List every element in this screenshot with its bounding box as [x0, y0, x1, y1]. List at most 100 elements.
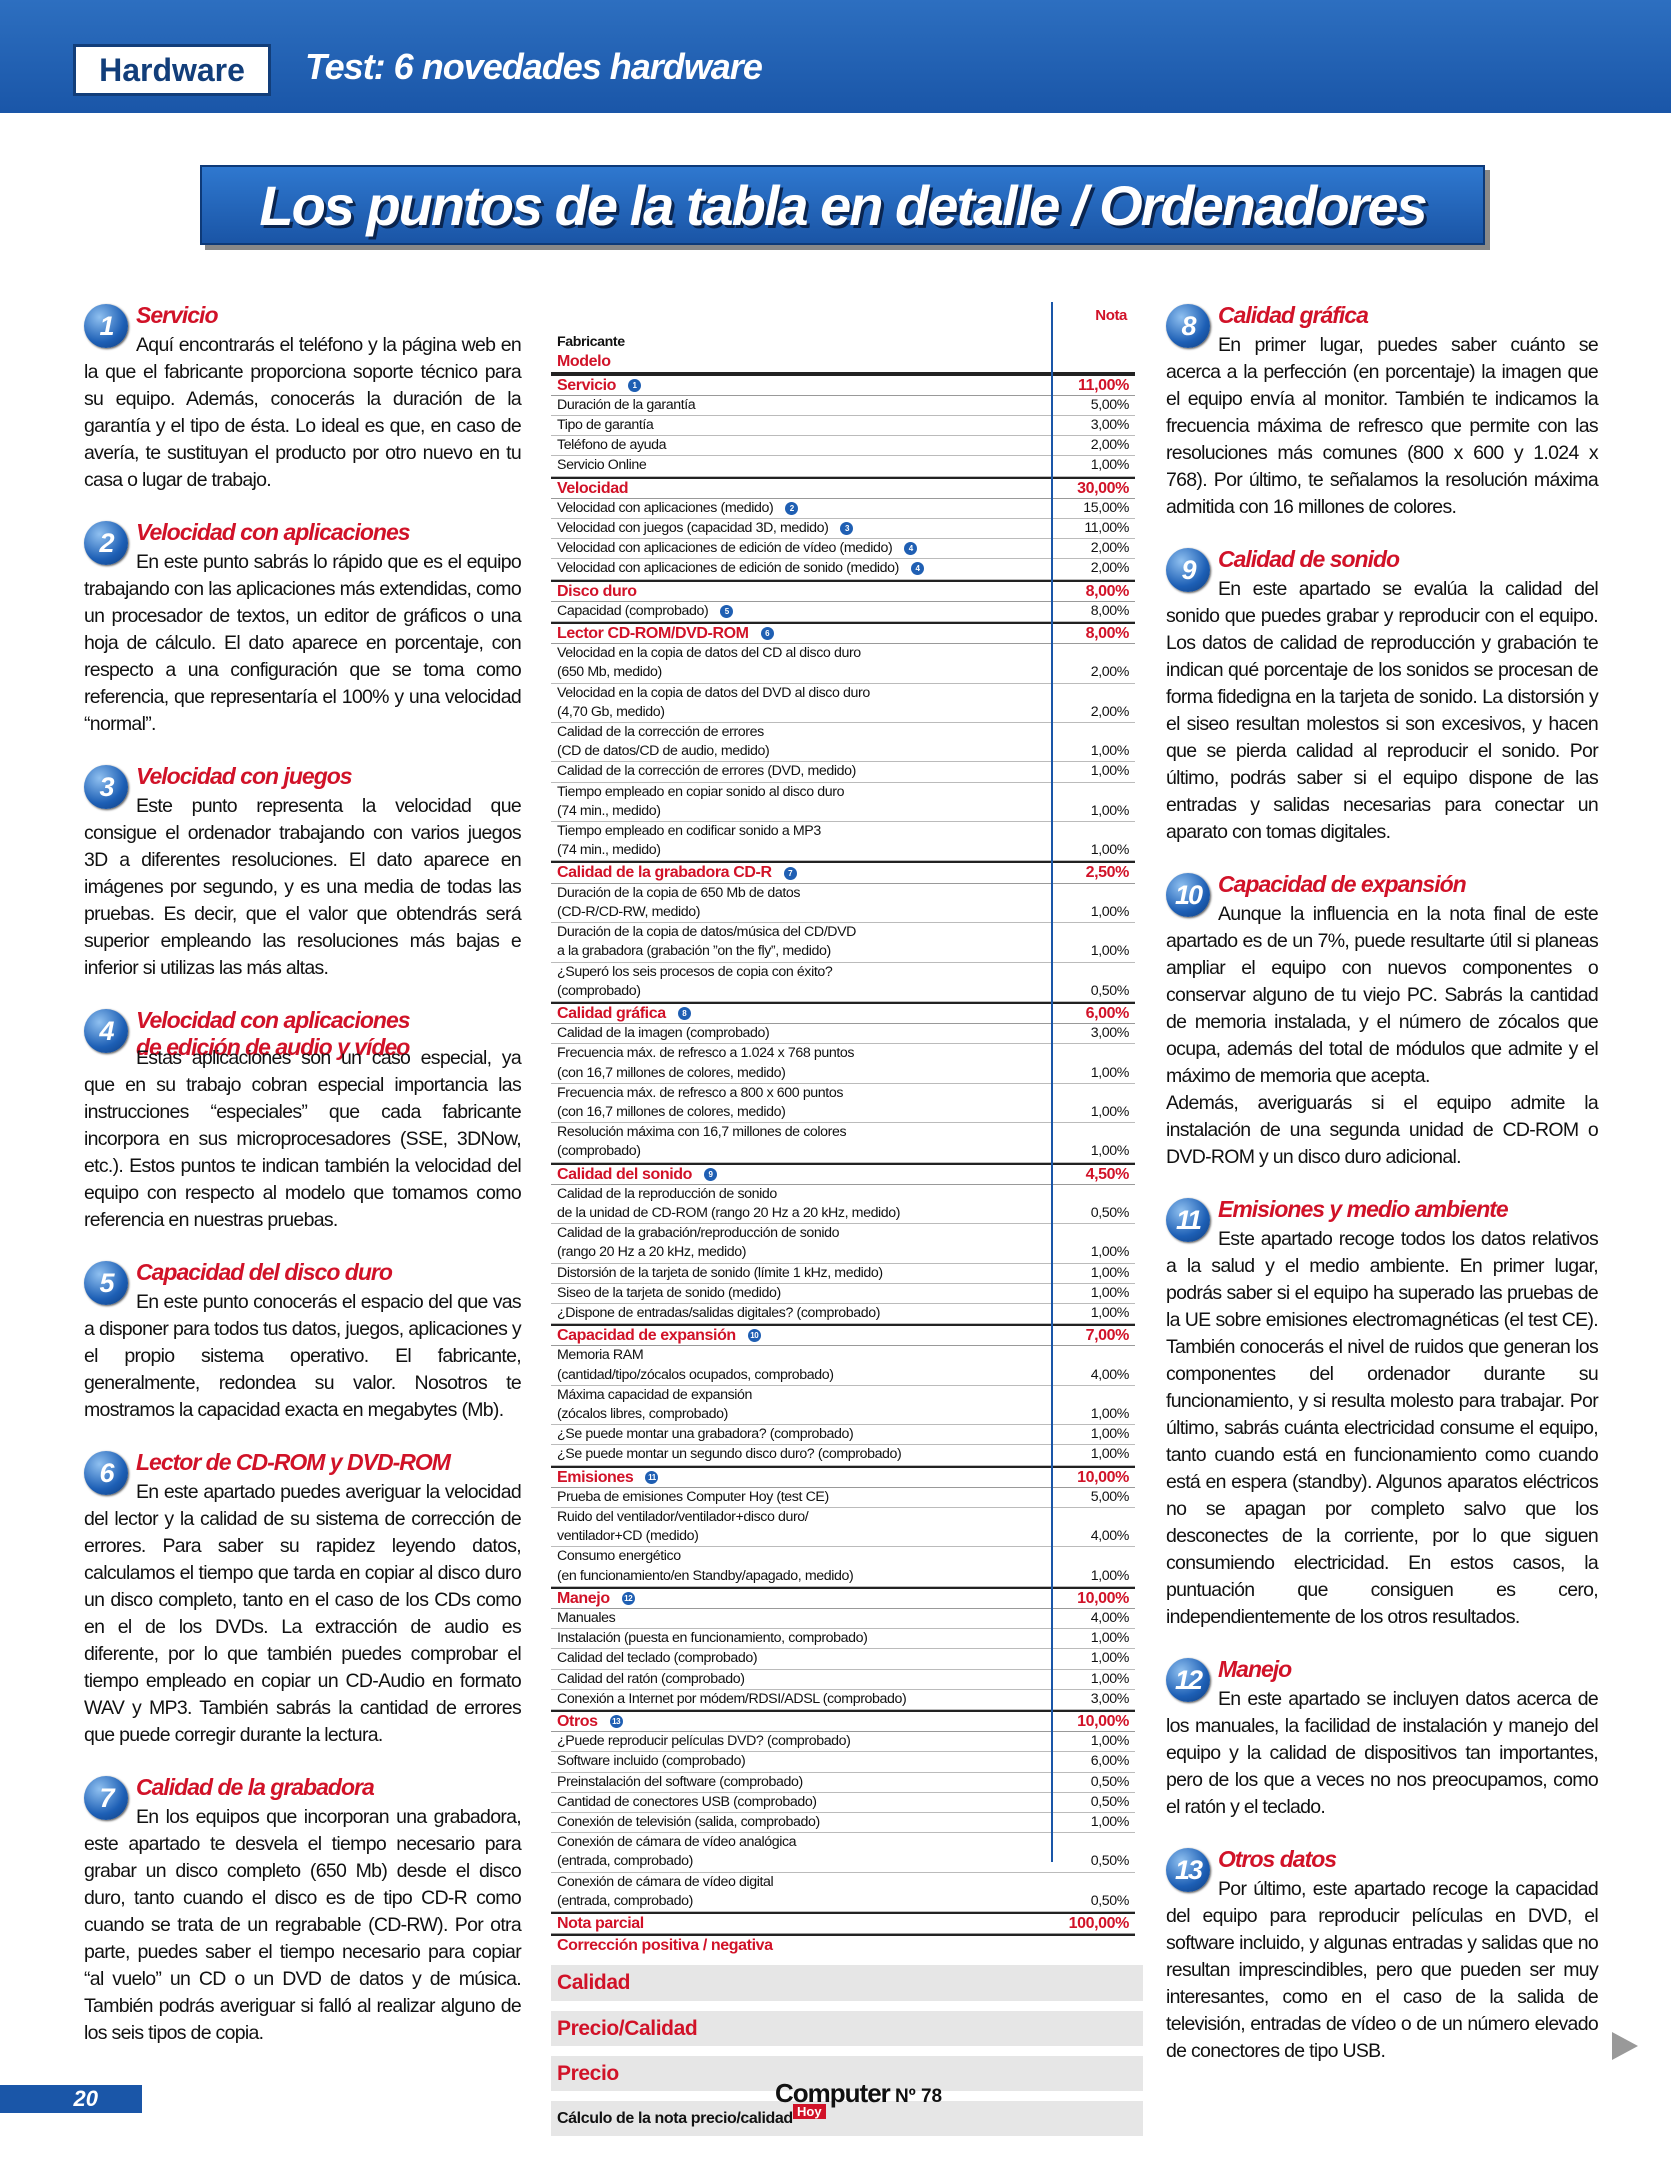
item-value: 8,00% — [1090, 602, 1130, 619]
group-title: Capacidad de expansión — [557, 1327, 736, 1345]
item-label: Memoria RAM (cantidad/tipo/zócalos ocupa… — [551, 1346, 834, 1384]
item-row: Instalación (puesta en funcionamiento, c… — [551, 1629, 1135, 1650]
ref-badge: 1 — [628, 378, 642, 392]
item-text: Memoria RAM (cantidad/tipo/zócalos ocupa… — [557, 1347, 834, 1383]
item-label: Conexión de cámara de vídeo digital (ent… — [551, 1873, 774, 1911]
group-value: 4,50% — [1085, 1165, 1130, 1183]
item-row: ¿Dispone de entradas/salidas digitales? … — [551, 1304, 1135, 1325]
group-row: Otros 13 10,00% — [551, 1710, 1135, 1733]
section: 10 Capacidad de expansión Aunque la influe… — [1166, 871, 1599, 1171]
item-value: 1,00% — [1090, 1304, 1130, 1321]
group-label: Lector CD-ROM/DVD-ROM 6 — [551, 624, 774, 643]
section-number: 7 — [84, 1776, 128, 1820]
item-text: Resolución máxima con 16,7 millones de c… — [557, 1124, 847, 1160]
logo: Computer — [775, 2078, 891, 2108]
item-label: ¿Dispone de entradas/salidas digitales? … — [551, 1304, 880, 1323]
group-title: Emisiones — [557, 1468, 634, 1486]
ref-badge: 13 — [609, 1715, 623, 1729]
group-row: Calidad de la grabadora CD-R 7 2,50% — [551, 861, 1135, 884]
section-title: Calidad de sonido — [1218, 546, 1400, 572]
nota-header: Nota — [1095, 307, 1127, 324]
item-label: ¿Superó los seis procesos de copia con é… — [551, 963, 833, 1001]
item-text: ¿Superó los seis procesos de copia con é… — [557, 963, 833, 999]
section-number: 2 — [84, 521, 128, 565]
item-text: Velocidad con aplicaciones (medido) — [557, 499, 774, 516]
group-value: 2,50% — [1085, 864, 1130, 882]
item-label: Duración de la garantía — [551, 396, 696, 415]
item-text: Prueba de emisiones Computer Hoy (test C… — [557, 1488, 829, 1505]
header-bar — [0, 0, 1671, 113]
item-row: Resolución máxima con 16,7 millones de c… — [551, 1123, 1135, 1163]
group-row: Lector CD-ROM/DVD-ROM 6 8,00% — [551, 622, 1135, 645]
item-row: Calidad de la reproducción de sonido de … — [551, 1185, 1135, 1225]
section-text: En este apartado puedes averiguar la vel… — [84, 1481, 522, 1746]
item-text: Servicio Online — [557, 457, 647, 474]
item-label: Frecuencia máx. de refresco a 800 x 600 … — [551, 1084, 843, 1122]
section-number: 13 — [1166, 1848, 1210, 1892]
item-label: Consumo energético (en funcionamiento/en… — [551, 1547, 854, 1585]
total-value: 100,00% — [1068, 1915, 1130, 1933]
item-value: 15,00% — [1083, 499, 1129, 516]
section-text: En este punto sabrás lo rápido que es el… — [84, 551, 522, 735]
section-head: 11 Emisiones y medio ambiente — [1166, 1196, 1598, 1242]
section-head: 3 Velocidad con juegos — [84, 763, 521, 809]
item-row: Software incluido (comprobado) 6,00% — [551, 1752, 1135, 1773]
item-value: 0,50% — [1090, 1204, 1130, 1221]
item-value: 1,00% — [1090, 1064, 1130, 1081]
item-label: Instalación (puesta en funcionamiento, c… — [551, 1629, 868, 1648]
item-row: Velocidad en la copia de datos del CD al… — [551, 644, 1135, 684]
item-row: Velocidad con aplicaciones de edición de… — [551, 559, 1135, 580]
item-value: 1,00% — [1090, 1143, 1130, 1160]
item-text: Ruido del ventilador/ventilador+disco du… — [557, 1508, 809, 1545]
group-row: Disco duro 8,00% — [551, 579, 1135, 602]
item-row: Preinstalación del software (comprobado)… — [551, 1773, 1135, 1793]
item-label: Tipo de garantía — [551, 416, 654, 435]
ref-badge: 6 — [760, 627, 774, 641]
item-value: 2,00% — [1090, 540, 1130, 557]
item-value: 1,00% — [1090, 1670, 1130, 1687]
item-row: ¿Superó los seis procesos de copia con é… — [551, 963, 1135, 1002]
group-title: Manejo — [557, 1589, 610, 1607]
section: 1 Servicio Aquí encontrarás el teléfono y … — [84, 302, 522, 494]
item-row: Ruido del ventilador/ventilador+disco du… — [551, 1508, 1135, 1548]
page-number: 20 — [0, 2085, 142, 2113]
item-value: 1,00% — [1090, 1405, 1130, 1422]
item-text: Velocidad con aplicaciones de edición de… — [557, 540, 893, 557]
section-text: En este apartado se incluyen datos acerc… — [1166, 1688, 1599, 1818]
group-title: Calidad del sonido — [557, 1165, 693, 1183]
item-row: Calidad de la imagen (comprobado) 3,00% — [551, 1024, 1135, 1045]
group-value: 8,00% — [1085, 625, 1130, 643]
item-value: 1,00% — [1090, 1284, 1130, 1301]
item-row: Frecuencia máx. de refresco a 1.024 x 76… — [551, 1044, 1135, 1084]
group-label: Calidad del sonido 9 — [551, 1165, 718, 1184]
item-text: Velocidad con aplicaciones de edición de… — [557, 560, 899, 577]
item-row: Calidad del teclado (comprobado) 1,00% — [551, 1649, 1135, 1670]
item-row: Cantidad de conectores USB (comprobado) 0… — [551, 1793, 1135, 1814]
item-value: 1,00% — [1090, 943, 1130, 960]
ref-badge: 7 — [783, 866, 797, 880]
section-head: 4 Velocidad con aplicaciones de edición d… — [84, 1007, 521, 1061]
item-text: Distorsión de la tarjeta de sonido (lími… — [557, 1264, 883, 1281]
item-text: Calidad de la corrección de errores (DVD… — [557, 763, 856, 780]
item-label: Calidad del ratón (comprobado) — [551, 1670, 745, 1689]
item-value: 2,00% — [1090, 703, 1130, 720]
group-row: Emisiones 11 10,00% — [551, 1465, 1135, 1488]
item-label: Prueba de emisiones Computer Hoy (test C… — [551, 1488, 829, 1507]
item-text: Consumo energético (en funcionamiento/en… — [557, 1548, 854, 1584]
section-text: Este punto representa la velocidad que c… — [84, 795, 522, 979]
group-row: Velocidad 30,00% — [551, 476, 1135, 499]
item-text: Duración de la copia de 650 Mb de datos … — [557, 884, 801, 920]
section-number: 9 — [1166, 548, 1210, 592]
section-title: Otros datos — [1218, 1846, 1337, 1872]
left-column: 1 Servicio Aquí encontrarás el teléfono y … — [84, 302, 522, 2072]
item-text: Calidad del ratón (comprobado) — [557, 1670, 745, 1687]
item-row: Calidad de la corrección de errores (CD … — [551, 723, 1135, 763]
ref-badge: 9 — [704, 1167, 718, 1181]
section: 8 Calidad gráfica En primer lugar, puedes … — [1166, 302, 1599, 521]
header-title: Test: 6 novedades hardware — [305, 46, 763, 87]
item-value: 1,00% — [1090, 1426, 1130, 1443]
section-head: 7 Calidad de la grabadora — [84, 1774, 521, 1820]
group-label: Capacidad de expansión 10 — [551, 1326, 761, 1345]
section-head: 9 Calidad de sonido — [1166, 546, 1598, 592]
